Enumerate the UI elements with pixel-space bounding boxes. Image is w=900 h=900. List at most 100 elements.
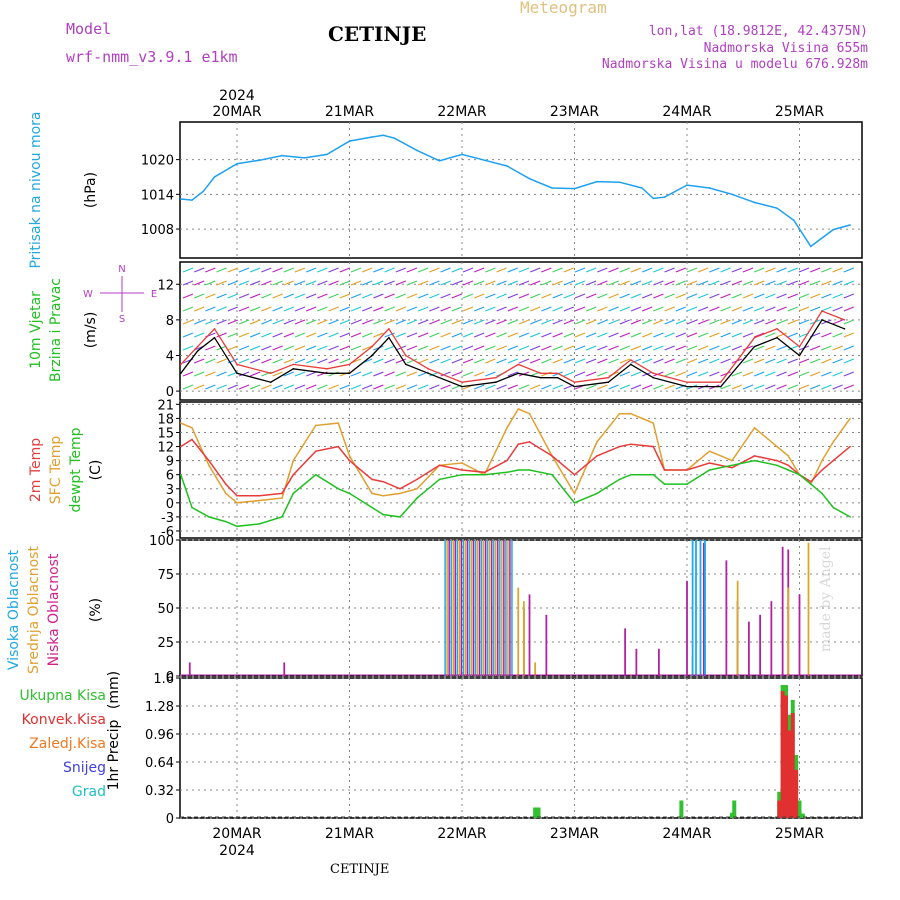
wind-arrow <box>216 332 227 338</box>
wind-arrow <box>597 345 608 351</box>
wind-arrow <box>821 371 832 377</box>
date-label-top: 25MAR <box>775 104 824 120</box>
wind-arrow <box>249 384 261 390</box>
wind-speed-line-point <box>539 376 542 379</box>
wind-arrow <box>641 267 653 273</box>
tick-label: 0 <box>166 812 174 827</box>
wind-arrow <box>473 332 485 338</box>
temp-2m-line-point <box>731 466 733 469</box>
wind-speed-line-point <box>652 376 655 379</box>
temp-2m-line-point <box>809 480 812 483</box>
temp-2m-line-point <box>686 469 688 471</box>
tick-label: 1008 <box>141 223 174 238</box>
wind-arrow <box>182 319 194 325</box>
precip-bar <box>800 813 805 818</box>
pressure-line-point <box>652 197 655 200</box>
wind-gust-line-point <box>388 327 390 330</box>
wind-arrow <box>216 358 227 364</box>
wind-arrow <box>249 358 261 364</box>
wind-arrow <box>272 319 283 325</box>
wind-arrow <box>451 345 463 351</box>
wind-arrow <box>238 371 250 377</box>
wind-arrow <box>563 358 575 364</box>
wind-arrow <box>272 306 283 312</box>
wind-subtitle: Brzina i Pravac <box>48 278 64 382</box>
wind-arrow <box>821 280 832 286</box>
wind-arrow <box>305 371 317 377</box>
wind-arrow <box>384 345 395 351</box>
temp-2m-line-point <box>337 445 340 448</box>
precip-bar <box>794 769 799 818</box>
wind-arrow <box>686 280 698 286</box>
wind-arrow <box>664 384 675 390</box>
wind-arrow <box>619 280 631 286</box>
dewpt-temp-line-point <box>208 516 210 518</box>
wind-speed-line-point <box>517 372 520 375</box>
wind-arrow <box>339 358 351 364</box>
wind-arrow <box>630 345 642 351</box>
dewpt-temp-line-point <box>849 516 851 518</box>
pressure-line-point <box>573 187 576 190</box>
precip-bar <box>777 800 782 818</box>
wind-arrow <box>630 384 642 390</box>
sfc-temp-line-point <box>517 408 520 410</box>
wind-arrow <box>283 319 295 325</box>
wind-arrow <box>720 280 731 286</box>
wind-arrow <box>227 319 239 325</box>
temp-2m-line-point <box>821 469 823 471</box>
dewpt-temp-line-point <box>483 473 486 476</box>
temp-2m-line-point <box>573 473 576 476</box>
year-label-top: 2024 <box>219 88 255 104</box>
wind-speed-line-point <box>388 336 390 339</box>
wind-gust-line-point <box>269 372 272 375</box>
wind-arrow <box>473 345 485 351</box>
wind-arrow <box>294 358 306 364</box>
wind-arrow <box>395 267 407 273</box>
wind-arrow <box>429 293 440 299</box>
wind-arrow <box>541 345 552 351</box>
dewpt-temp-line-point <box>798 473 801 476</box>
tick-label: 0.96 <box>145 728 174 743</box>
wind-arrow <box>832 319 843 325</box>
wind-arrow <box>821 306 832 312</box>
wind-arrow <box>182 267 194 273</box>
wind-arrow <box>485 345 496 351</box>
wind-arrow <box>821 293 832 299</box>
wind-arrow <box>574 319 586 325</box>
pressure-line-point <box>281 154 283 157</box>
tick-label: 100 <box>149 534 174 549</box>
wind-arrow <box>821 332 832 338</box>
wind-arrow <box>630 319 642 325</box>
wind-arrow <box>451 358 463 364</box>
wind-arrow <box>373 280 384 286</box>
wind-arrow <box>731 332 743 338</box>
wind-arrow <box>272 371 283 377</box>
sfc-temp-line-point <box>314 424 317 427</box>
wind-arrow <box>238 267 250 273</box>
wind-arrow <box>529 358 541 364</box>
wind-arrow <box>529 319 541 325</box>
wind-arrow <box>507 358 519 364</box>
wind-arrow <box>384 280 395 286</box>
wind-arrow <box>709 267 720 273</box>
wind-arrow <box>832 384 843 390</box>
wind-arrow <box>843 345 855 351</box>
wind-arrow <box>339 384 351 390</box>
sfc-temp-line-point <box>528 412 531 415</box>
wind-arrow <box>384 319 395 325</box>
wind-arrow <box>507 319 519 325</box>
wind-arrow <box>821 267 832 273</box>
wind-arrow <box>597 293 608 299</box>
wind-arrow <box>507 293 519 299</box>
wind-arrow <box>529 345 541 351</box>
wind-arrow <box>809 384 821 390</box>
wind-arrow <box>339 371 351 377</box>
dewpt-temp-line-point <box>292 492 295 495</box>
date-label-bottom: 23MAR <box>550 826 599 842</box>
wind-arrow <box>317 332 328 338</box>
sfc-temp-line <box>180 408 851 504</box>
wind-arrow <box>619 384 631 390</box>
panel-frame <box>179 121 863 259</box>
wind-arrow <box>294 319 306 325</box>
dewpt-temp-line-point <box>731 464 733 467</box>
